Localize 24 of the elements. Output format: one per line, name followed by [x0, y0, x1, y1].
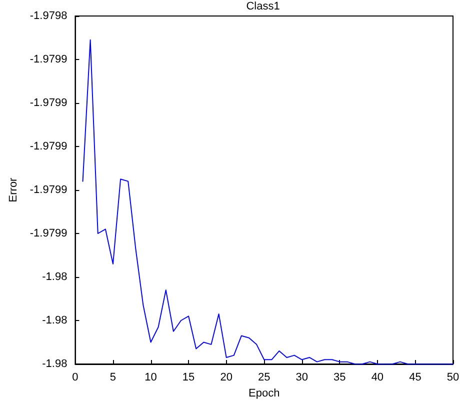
chart-title: Class1 [246, 0, 280, 12]
y-tick-label: -1.98 [42, 271, 68, 283]
y-tick-label: -1.98 [42, 358, 68, 370]
y-tick-label: -1.9799 [30, 140, 68, 152]
y-axis-title: Error [8, 177, 20, 202]
x-tick-label: 0 [72, 372, 78, 384]
x-tick-label: 5 [110, 372, 116, 384]
y-tick-label: -1.9799 [30, 184, 68, 196]
y-tick-label: -1.9799 [30, 54, 68, 66]
x-axis-title: Epoch [248, 387, 280, 400]
y-tick-label: -1.9799 [30, 228, 68, 240]
x-tick-label: 50 [446, 372, 460, 384]
y-tick-label: -1.98 [42, 314, 68, 326]
y-tick-label: -1.9799 [30, 97, 68, 109]
x-tick-label: 35 [334, 372, 346, 384]
x-tick-label: 10 [144, 372, 157, 384]
x-tick-label: 20 [220, 372, 232, 384]
x-tick-label: 40 [371, 372, 384, 384]
x-tick-label: 15 [182, 372, 195, 384]
x-tick-label: 30 [296, 372, 308, 384]
x-tick-label: 45 [409, 372, 422, 384]
x-tick-label: 25 [258, 372, 270, 384]
y-tick-label: -1.9798 [30, 10, 68, 22]
line-series [82, 39, 454, 364]
